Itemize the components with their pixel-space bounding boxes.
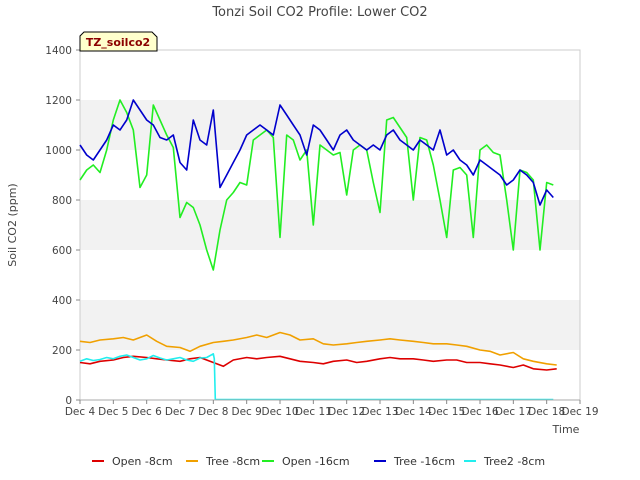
y-tick-label: 600: [52, 245, 72, 257]
legend-label: Tree -8cm: [205, 455, 260, 468]
y-tick-label: 800: [52, 195, 72, 207]
y-tick-label: 1200: [45, 95, 72, 107]
series-line-1: [79, 355, 557, 371]
x-tick-label: Dec 14: [395, 406, 432, 418]
site-badge: TZ_soilco2: [79, 31, 158, 52]
x-tick-label: Dec 8: [198, 406, 228, 418]
x-tick-label: Dec 16: [461, 406, 498, 418]
series-line-2: [79, 331, 557, 366]
y-tick-label: 1000: [45, 145, 72, 157]
x-tick-label: Dec 11: [295, 406, 332, 418]
y-tick-label: 1400: [45, 45, 72, 57]
series-line-3: [79, 99, 554, 271]
x-tick-label: Dec 18: [528, 406, 565, 418]
x-tick-label: Dec 10: [261, 406, 298, 418]
background-band: [80, 100, 580, 150]
x-tick-label: Dec 4: [65, 406, 96, 418]
site-badge-label: TZ_soilco2: [86, 36, 150, 49]
site-badge-box: [79, 31, 158, 52]
legend: Open -8cm Tree -8cm Open -16cm Tree -16cm Tr…: [92, 455, 545, 468]
x-tick-label: Dec 7: [165, 406, 195, 418]
background-band: [80, 200, 580, 250]
legend-label: Tree -16cm: [393, 455, 455, 468]
background-band: [80, 300, 580, 350]
y-axis-ticks: 0 200 400 600 800 1000 1200 1400: [45, 45, 80, 407]
x-tick-label: Dec 12: [328, 406, 365, 418]
background-band: [80, 150, 580, 200]
y-tick-label: 400: [52, 295, 72, 307]
x-tick-label: Dec 17: [495, 406, 532, 418]
y-tick-label: 0: [65, 395, 72, 407]
legend-label: Open -8cm: [112, 455, 173, 468]
x-tick-label: Dec 6: [131, 406, 162, 418]
x-tick-label: Dec 19: [561, 406, 598, 418]
background-band: [80, 50, 580, 100]
x-tick-label: Dec 5: [98, 406, 128, 418]
legend-label: Open -16cm: [282, 455, 350, 468]
x-tick-label: Dec 9: [231, 406, 261, 418]
x-axis-label: Time: [552, 423, 580, 436]
x-tick-label: Dec 15: [428, 406, 465, 418]
x-axis-ticks: Dec 4 Dec 5 Dec 6 Dec 7 Dec 8 Dec 9 Dec 10Dec …: [65, 400, 599, 418]
plot-background-bands: [80, 50, 580, 400]
background-band: [80, 250, 580, 300]
y-axis-label: Soil CO2 (ppm): [6, 183, 19, 266]
chart-title: Tonzi Soil CO2 Profile: Lower CO2: [211, 5, 427, 20]
series-line-4: [79, 99, 554, 206]
y-tick-label: 200: [52, 345, 72, 357]
background-band: [80, 350, 580, 400]
x-tick-label: Dec 13: [361, 406, 398, 418]
legend-label: Tree2 -8cm: [483, 455, 545, 468]
